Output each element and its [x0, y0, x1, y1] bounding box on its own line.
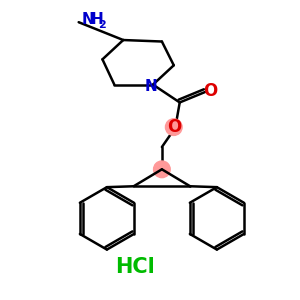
Text: O: O	[167, 118, 181, 136]
Circle shape	[166, 119, 182, 135]
Text: HCl: HCl	[115, 257, 155, 278]
Text: H: H	[91, 12, 103, 27]
Text: N: N	[82, 12, 94, 27]
Text: N: N	[145, 79, 158, 94]
Circle shape	[154, 161, 170, 178]
Text: O: O	[203, 82, 218, 100]
Text: 2: 2	[98, 20, 106, 30]
